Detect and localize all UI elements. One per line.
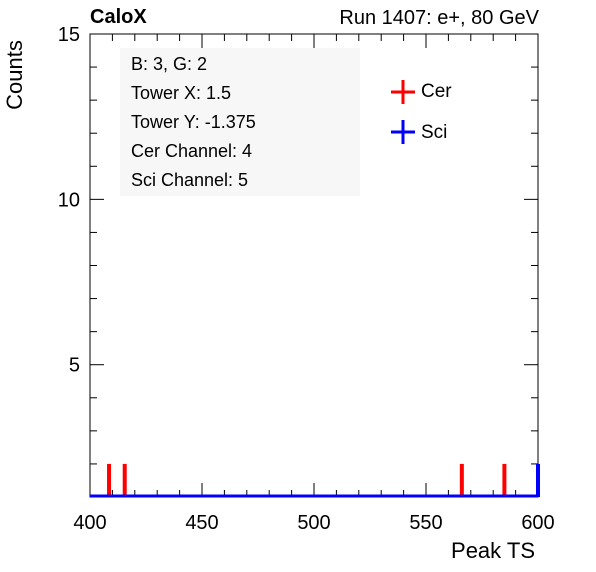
x-tick-label: 400 — [73, 512, 106, 534]
legend-marks — [391, 80, 415, 144]
info-tower-x: Tower X: 1.5 — [131, 83, 232, 103]
axis-ticks — [89, 33, 539, 498]
y-tick-label: 10 — [58, 189, 80, 211]
y-tick-label: 15 — [58, 24, 80, 46]
x-tick-label: 600 — [521, 512, 554, 534]
info-box — [120, 48, 360, 196]
x-tick-label: 550 — [409, 512, 442, 534]
chart-title-left: CaloX — [90, 6, 147, 28]
legend-label-sci: Sci — [421, 122, 448, 143]
chart-title-right: Run 1407: e+, 80 GeV — [339, 7, 539, 29]
data-marks — [90, 463, 540, 498]
x-tick-label: 450 — [185, 512, 218, 534]
x-tick-label: 500 — [297, 512, 330, 534]
info-cer-channel: Cer Channel: 4 — [131, 141, 253, 161]
x-axis-label: Peak TS — [451, 538, 535, 563]
y-tick-labels: 5 10 15 — [58, 24, 80, 377]
y-axis-label: Counts — [2, 40, 27, 110]
x-tick-labels: 400 450 500 550 600 — [73, 512, 554, 534]
info-sci-channel: Sci Channel: 5 — [131, 170, 249, 190]
info-board-gain: B: 3, G: 2 — [131, 54, 208, 74]
y-tick-label: 5 — [69, 355, 80, 377]
info-tower-y: Tower Y: -1.375 — [131, 112, 256, 132]
legend-label-cer: Cer — [421, 81, 452, 102]
